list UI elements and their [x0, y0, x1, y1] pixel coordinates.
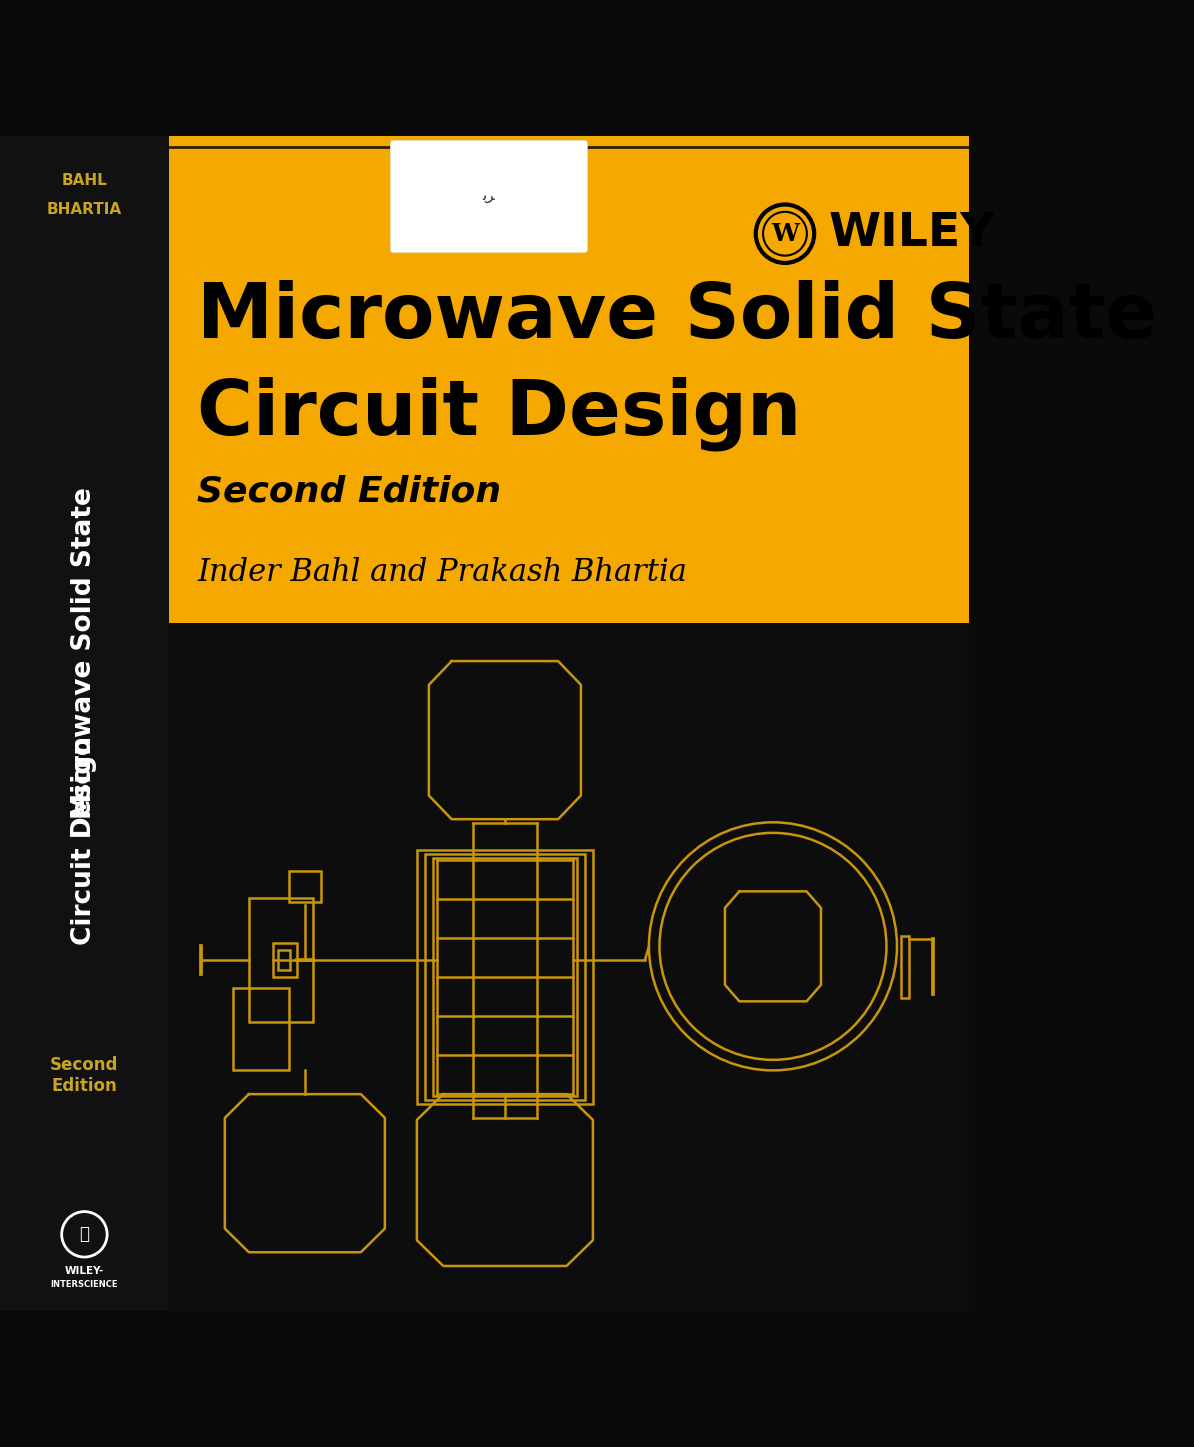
Text: Second
Edition: Second Edition [50, 1056, 118, 1095]
Text: Inder Bahl and Prakash Bhartia: Inder Bahl and Prakash Bhartia [197, 557, 687, 587]
Text: INTERSCIENCE: INTERSCIENCE [50, 1281, 118, 1289]
Bar [273, 943, 297, 977]
Text: ⓦ: ⓦ [80, 1226, 90, 1243]
Bar [0, 136, 168, 1311]
Bar [168, 136, 970, 624]
Text: Microwave Solid State: Microwave Solid State [72, 488, 98, 819]
Bar [901, 936, 909, 998]
Text: Microwave Solid State: Microwave Solid State [197, 279, 1157, 353]
Text: Circuit Design: Circuit Design [197, 376, 801, 451]
Bar [417, 851, 593, 1104]
Text: W: W [771, 221, 799, 246]
Text: BAHL: BAHL [62, 174, 107, 188]
Text: BHARTIA: BHARTIA [47, 203, 122, 217]
Bar [248, 899, 313, 1022]
Bar [425, 854, 585, 1100]
Bar [233, 988, 289, 1071]
Bar [433, 858, 577, 1097]
FancyBboxPatch shape [390, 140, 587, 252]
Bar [278, 949, 290, 971]
Text: WILEY: WILEY [829, 211, 995, 256]
Bar [289, 871, 321, 901]
Text: Circuit Design: Circuit Design [72, 737, 98, 945]
Bar [168, 624, 970, 1311]
Text: ﺑﺮ: ﺑﺮ [482, 188, 496, 203]
Text: Second Edition: Second Edition [197, 475, 501, 509]
Text: WILEY-: WILEY- [64, 1266, 104, 1276]
